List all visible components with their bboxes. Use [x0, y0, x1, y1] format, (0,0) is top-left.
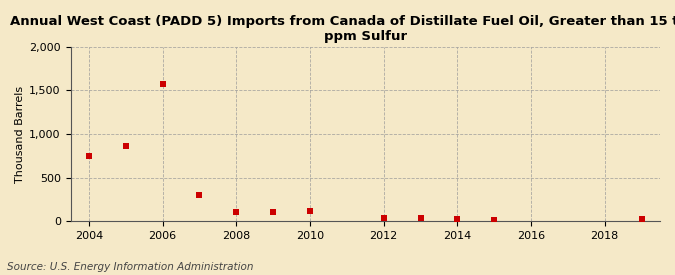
Point [157, 81, 168, 86]
Point [452, 217, 463, 221]
Point [231, 210, 242, 214]
Title: Annual West Coast (PADD 5) Imports from Canada of Distillate Fuel Oil, Greater t: Annual West Coast (PADD 5) Imports from … [10, 15, 675, 43]
Point [304, 209, 315, 214]
Text: Source: U.S. Energy Information Administration: Source: U.S. Energy Information Administ… [7, 262, 253, 272]
Point [415, 216, 426, 221]
Point [84, 153, 95, 158]
Y-axis label: Thousand Barrels: Thousand Barrels [15, 86, 25, 183]
Point [268, 210, 279, 214]
Point [636, 217, 647, 221]
Point [194, 193, 205, 197]
Point [489, 218, 500, 222]
Point [120, 144, 131, 148]
Point [378, 216, 389, 221]
